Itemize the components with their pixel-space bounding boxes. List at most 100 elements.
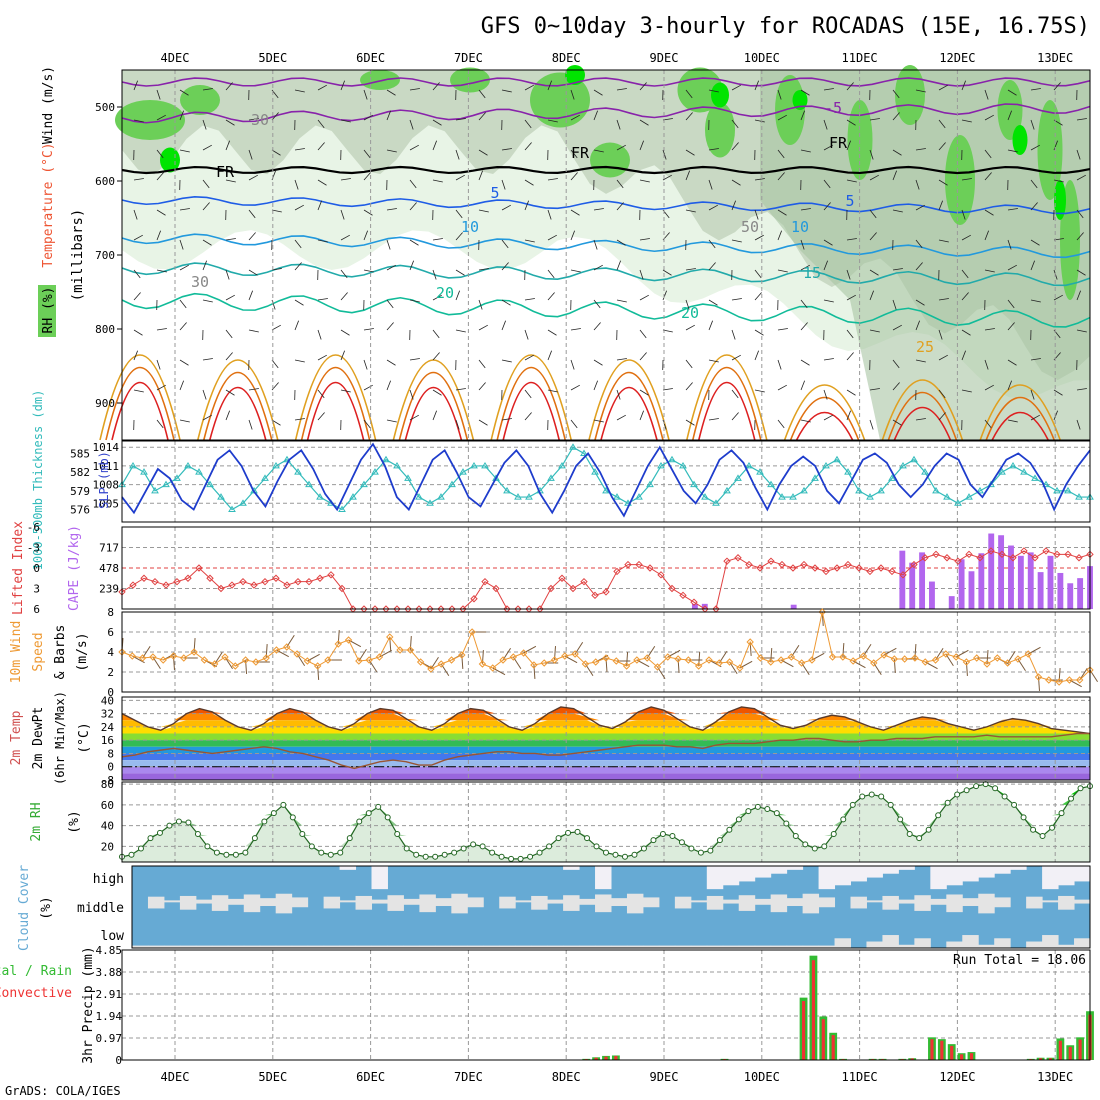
thickness-tick: 582 bbox=[70, 466, 90, 479]
wind-barb bbox=[869, 174, 879, 181]
wind-speed-point bbox=[581, 660, 590, 668]
boundary-layer-isotherm bbox=[209, 387, 267, 441]
thickness-point bbox=[316, 493, 324, 500]
rh-point bbox=[840, 816, 847, 823]
lifted-index-point bbox=[778, 560, 786, 569]
lifted-index-point bbox=[1075, 554, 1083, 562]
contour-label: FR bbox=[216, 163, 235, 181]
cloud-middle-gap bbox=[978, 893, 995, 914]
wind-barb bbox=[1007, 359, 1017, 366]
footer-credit: GrADS: COLA/IGES bbox=[5, 1084, 121, 1098]
wind-barb bbox=[1007, 149, 1018, 153]
wind-barb bbox=[823, 119, 828, 130]
wind-speed-point bbox=[416, 658, 425, 666]
rh-band bbox=[122, 784, 1090, 862]
lifted-index-point bbox=[558, 574, 566, 582]
wind-speed-point bbox=[149, 653, 157, 661]
slp-tick: 1011 bbox=[93, 460, 120, 473]
rh-label: RH (%) bbox=[41, 287, 56, 334]
wind-barb bbox=[455, 269, 465, 276]
wind-barb bbox=[225, 140, 230, 151]
wind-barb bbox=[685, 149, 695, 156]
lifted-index-point bbox=[921, 554, 929, 562]
rh-tick: 60 bbox=[101, 799, 114, 812]
wind-barb bbox=[961, 389, 972, 393]
cloud-high-gap bbox=[595, 866, 612, 890]
cape-bar bbox=[978, 553, 985, 609]
wind-barb bbox=[156, 384, 166, 391]
rh-point bbox=[849, 801, 856, 808]
wind-barb bbox=[478, 299, 483, 310]
wind-speed-point bbox=[622, 662, 631, 670]
cloud-low-gap bbox=[451, 945, 468, 948]
cloud-low-gap bbox=[211, 945, 229, 948]
wind-barb bbox=[1030, 179, 1038, 189]
wind-speed-point bbox=[365, 656, 373, 664]
boundary-layer-isotherm bbox=[979, 384, 1061, 441]
wind-barb bbox=[1076, 388, 1087, 391]
wind-barb bbox=[179, 149, 190, 153]
cloud-middle-gap bbox=[626, 893, 644, 914]
wind-speed-point bbox=[458, 651, 466, 659]
rh-point bbox=[166, 822, 173, 829]
rh-point bbox=[669, 833, 676, 840]
wind-speed-point bbox=[180, 654, 188, 662]
wind-barb bbox=[225, 82, 233, 91]
thickness-point bbox=[481, 461, 489, 469]
cloud-middle-gap bbox=[690, 900, 708, 903]
wind-barb bbox=[777, 419, 785, 429]
wind-barb bbox=[478, 170, 483, 181]
lifted-index-point bbox=[470, 595, 478, 603]
thickness-point bbox=[613, 493, 621, 500]
wind-barb bbox=[662, 118, 673, 121]
temp-tick: 8 bbox=[107, 747, 114, 760]
cloud-high-gap bbox=[738, 866, 756, 882]
rh-point bbox=[299, 830, 306, 837]
cloud-middle-gap bbox=[930, 898, 947, 905]
cape-bar bbox=[1067, 583, 1074, 609]
wind-speed-point bbox=[159, 656, 167, 664]
day-label-bottom: 4DEC bbox=[161, 1070, 190, 1084]
wind-barb bbox=[823, 299, 834, 303]
wind-barb bbox=[731, 298, 742, 301]
boundary-layer-isotherm bbox=[991, 411, 1049, 441]
cloud-low-gap bbox=[259, 945, 277, 948]
wind-barb bbox=[869, 118, 880, 121]
wind-barb bbox=[938, 119, 946, 129]
wind-speed-point bbox=[303, 657, 312, 665]
wind-barb bbox=[547, 350, 552, 361]
wind-barb bbox=[1030, 299, 1041, 303]
cape-bar bbox=[1077, 578, 1084, 609]
wind-tick: 2 bbox=[107, 666, 114, 679]
wind-barb bbox=[156, 359, 161, 370]
wind-barb bbox=[271, 324, 281, 331]
wind-speed-point bbox=[1055, 678, 1063, 686]
rh-point bbox=[394, 830, 401, 837]
cloud-low-gap bbox=[978, 944, 995, 948]
isotherm-minus10 bbox=[121, 77, 1091, 87]
cloud-middle-gap bbox=[419, 894, 436, 913]
boundary-layer-isotherm bbox=[300, 367, 371, 441]
thickness-point bbox=[943, 493, 951, 500]
wind-barb bbox=[639, 140, 644, 151]
wind-barb bbox=[777, 172, 785, 181]
y-tick-label: 500 bbox=[95, 101, 115, 114]
cloud-low-gap bbox=[195, 945, 213, 948]
precip-convective-bar bbox=[594, 1057, 598, 1060]
rh-point bbox=[375, 803, 382, 810]
wind-barb bbox=[984, 114, 994, 121]
wind-barb bbox=[501, 148, 512, 151]
wind-barb bbox=[915, 239, 923, 249]
temp-band bbox=[122, 773, 1090, 780]
rh-point bbox=[289, 814, 296, 821]
rh-point bbox=[403, 845, 410, 852]
y-tick-label: 800 bbox=[95, 323, 115, 336]
thickness-point bbox=[371, 468, 379, 475]
wind-barb bbox=[731, 389, 739, 399]
wind-barb bbox=[823, 144, 833, 151]
wind-speed-point bbox=[272, 646, 281, 654]
boundary-layer-isotherm bbox=[893, 406, 952, 441]
boundary-layer-isotherm bbox=[398, 372, 469, 441]
lifted-index-point bbox=[910, 560, 918, 569]
wind-barb bbox=[133, 80, 138, 91]
